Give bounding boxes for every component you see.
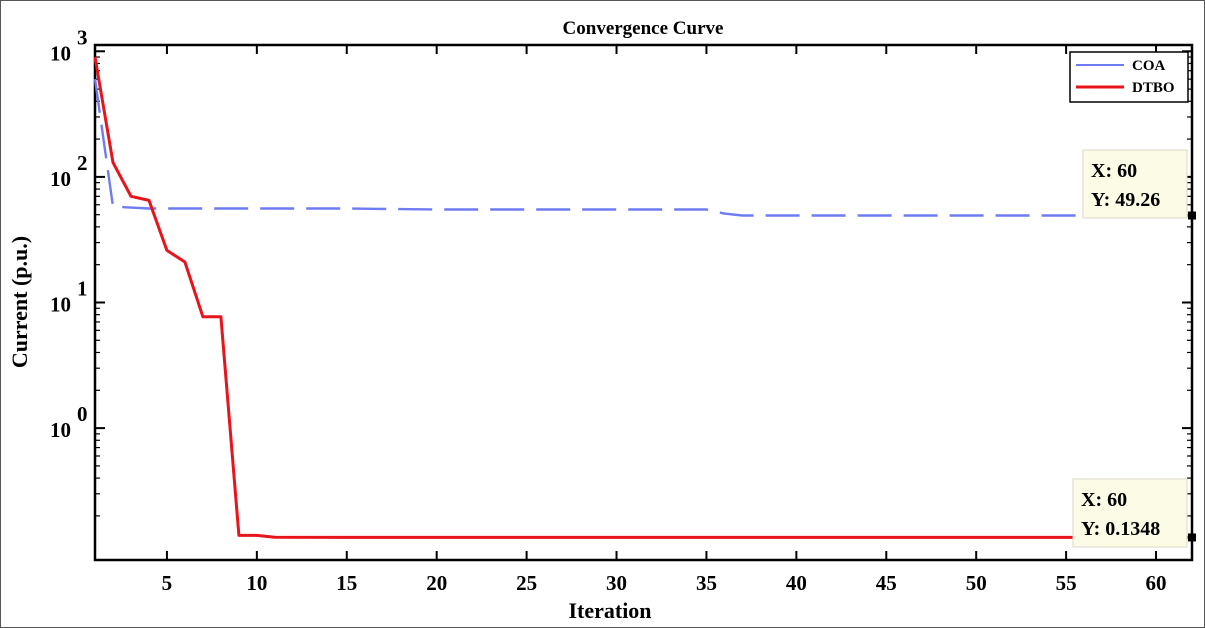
x-tick-label: 15	[336, 571, 357, 595]
series-layer	[93, 56, 1192, 539]
y-tick-label: 101	[50, 277, 88, 317]
y-tick-label: 100	[50, 402, 88, 442]
x-tick-label: 60	[1146, 571, 1167, 595]
data-tip-marker	[1188, 211, 1196, 220]
y-tick-base: 10	[50, 167, 71, 191]
legend-label-coa: COA	[1132, 58, 1166, 74]
x-tick-label: 20	[426, 571, 447, 595]
data-tip-box	[1082, 149, 1188, 219]
y-tick-base: 10	[50, 293, 71, 317]
series-line-dtbo	[93, 56, 1192, 539]
x-tick-label: 25	[516, 571, 537, 595]
x-axis: 5 10 15 20 25 30 35 40 45 50 55 60	[162, 45, 1167, 595]
y-tick-exponent: 0	[77, 402, 88, 426]
y-tick-base: 10	[50, 418, 71, 442]
y-tick-exponent: 3	[77, 25, 88, 49]
x-axis-title: Iteration	[568, 598, 651, 623]
series-line-coa	[93, 78, 1192, 217]
y-tick-exponent: 1	[77, 277, 88, 301]
y-tick-label: 102	[50, 151, 88, 191]
x-tick-label: 5	[162, 571, 173, 595]
data-tip-y-text: Y: 0.1348	[1081, 518, 1160, 540]
x-tick-label: 40	[786, 571, 807, 595]
x-tick-label: 10	[246, 571, 267, 595]
data-tip-y-text: Y: 49.26	[1091, 189, 1160, 211]
x-tick-label: 30	[606, 571, 627, 595]
legend-box	[1069, 51, 1189, 103]
legend: COA DTBO	[1069, 51, 1189, 103]
data-tip-x-text: X: 60	[1081, 489, 1127, 511]
chart-title: Convergence Curve	[563, 18, 724, 39]
plot-area	[93, 43, 1194, 562]
data-tip-box	[1072, 478, 1188, 548]
x-tick-label: 55	[1056, 571, 1077, 595]
data-tip: X: 60 Y: 0.1348	[1072, 478, 1196, 548]
y-tick-label: 103	[50, 25, 88, 65]
x-tick-label: 50	[966, 571, 987, 595]
data-tips: X: 60 Y: 49.26 X: 60 Y: 0.1348	[1072, 149, 1196, 548]
x-tick-label: 35	[696, 571, 717, 595]
data-tip-x-text: X: 60	[1091, 160, 1137, 182]
data-tip-marker	[1188, 533, 1196, 542]
y-tick-base: 10	[50, 41, 71, 65]
y-tick-exponent: 2	[77, 151, 88, 175]
y-axis-title: Current (p.u.)	[7, 236, 32, 368]
data-tip: X: 60 Y: 49.26	[1082, 149, 1196, 220]
x-tick-label: 45	[876, 571, 897, 595]
legend-label-dtbo: DTBO	[1132, 80, 1175, 96]
